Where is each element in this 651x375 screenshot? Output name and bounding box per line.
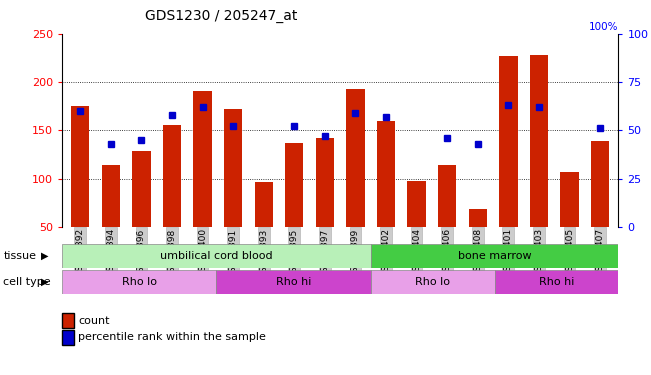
Text: Rho lo: Rho lo (122, 277, 157, 287)
Text: Rho hi: Rho hi (539, 277, 574, 287)
Text: bone marrow: bone marrow (458, 251, 532, 261)
Bar (285, 143, 303, 227)
FancyBboxPatch shape (371, 244, 618, 268)
Text: percentile rank within the sample: percentile rank within the sample (78, 333, 266, 342)
Text: GDS1230 / 205247_at: GDS1230 / 205247_at (145, 9, 298, 23)
Text: ▶: ▶ (41, 277, 49, 287)
Bar (377, 121, 395, 227)
Text: count: count (78, 316, 109, 326)
Bar (102, 165, 120, 227)
Bar (499, 56, 518, 227)
Bar (71, 106, 89, 227)
Bar (193, 91, 212, 227)
FancyBboxPatch shape (216, 270, 371, 294)
Text: ▶: ▶ (41, 251, 49, 261)
Bar (530, 55, 548, 227)
Bar (438, 165, 456, 227)
Bar (316, 138, 334, 227)
Text: tissue: tissue (3, 251, 36, 261)
Text: cell type: cell type (3, 277, 51, 287)
Bar (255, 183, 273, 227)
Text: 100%: 100% (589, 22, 618, 32)
Bar (469, 210, 487, 227)
Bar (224, 109, 242, 227)
FancyBboxPatch shape (371, 270, 495, 294)
Bar (561, 172, 579, 227)
Bar (346, 89, 365, 227)
Text: Rho lo: Rho lo (415, 277, 450, 287)
Bar (163, 126, 181, 227)
FancyBboxPatch shape (495, 270, 618, 294)
FancyBboxPatch shape (62, 244, 371, 268)
Bar (408, 182, 426, 227)
Bar (132, 151, 150, 227)
Text: umbilical cord blood: umbilical cord blood (160, 251, 273, 261)
Bar (591, 141, 609, 227)
FancyBboxPatch shape (62, 270, 216, 294)
Text: Rho hi: Rho hi (276, 277, 311, 287)
